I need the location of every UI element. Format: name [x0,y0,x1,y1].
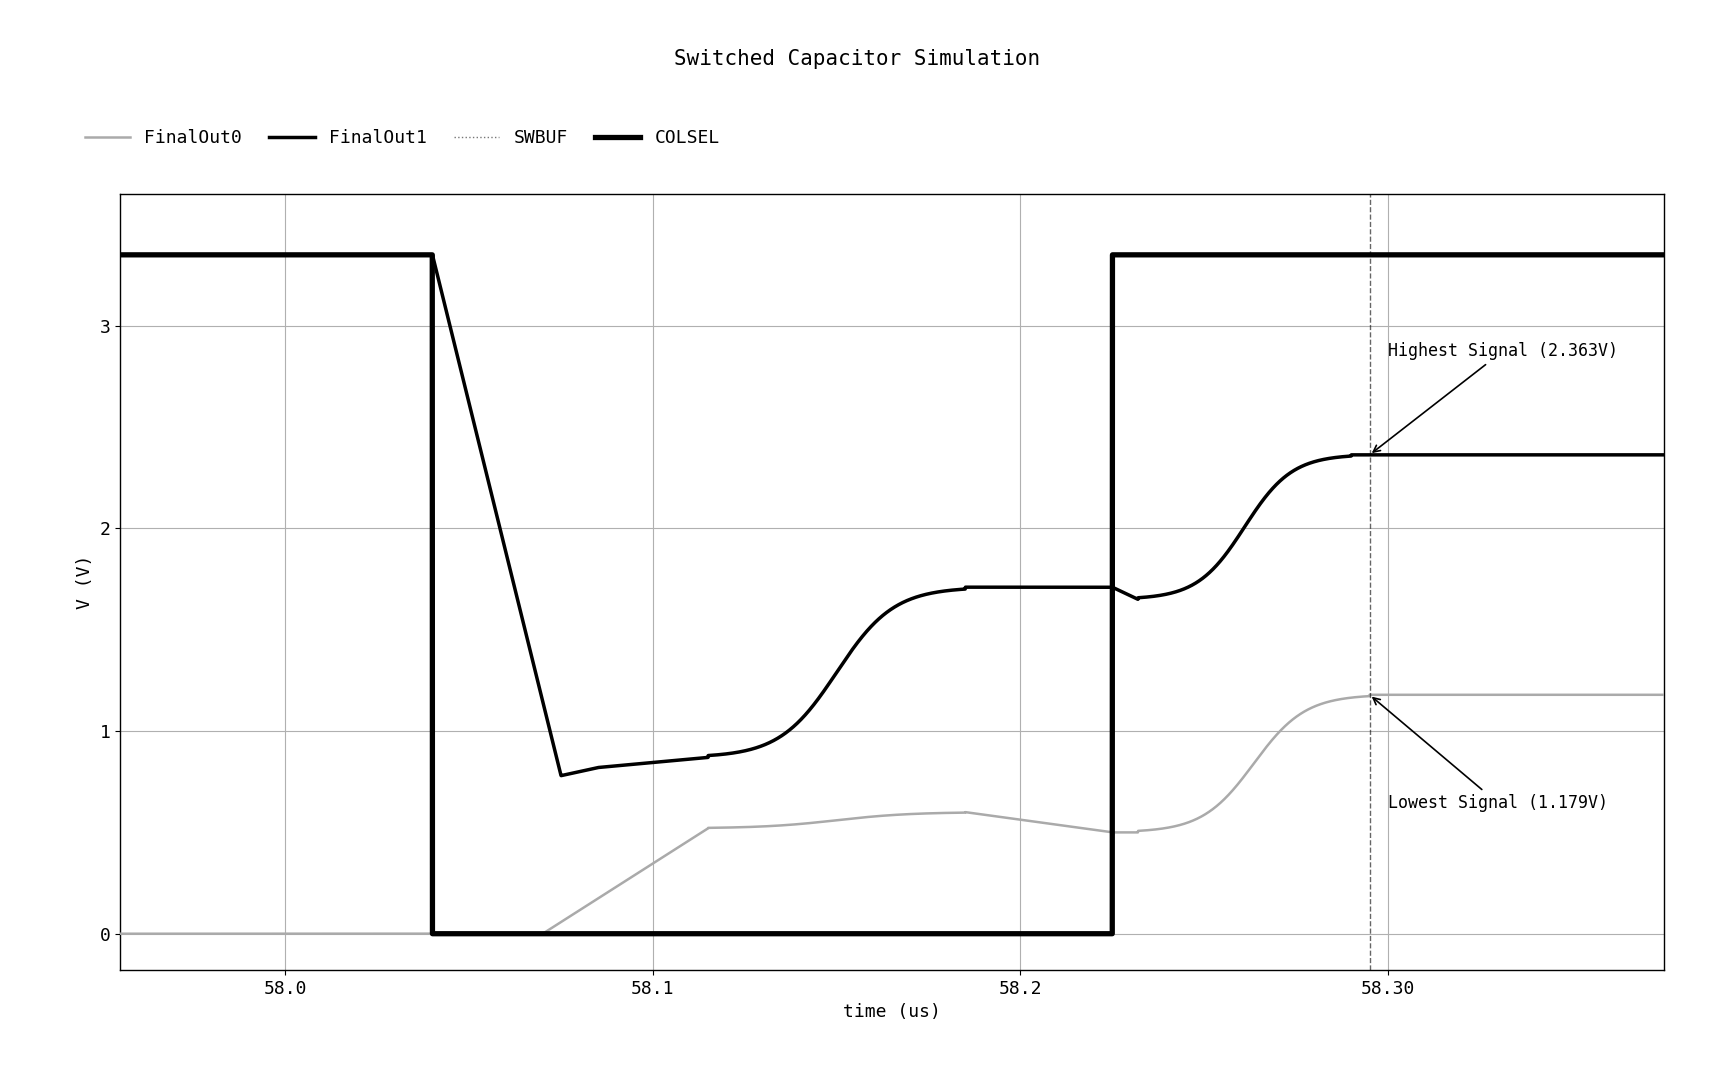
Text: Lowest Signal (1.179V): Lowest Signal (1.179V) [1373,697,1608,812]
Text: Switched Capacitor Simulation: Switched Capacitor Simulation [674,49,1040,69]
Y-axis label: V (V): V (V) [75,555,94,609]
Text: Highest Signal (2.363V): Highest Signal (2.363V) [1373,342,1616,452]
X-axis label: time (us): time (us) [842,1004,941,1022]
Legend: FinalOut0, FinalOut1, SWBUF, COLSEL: FinalOut0, FinalOut1, SWBUF, COLSEL [77,122,727,154]
